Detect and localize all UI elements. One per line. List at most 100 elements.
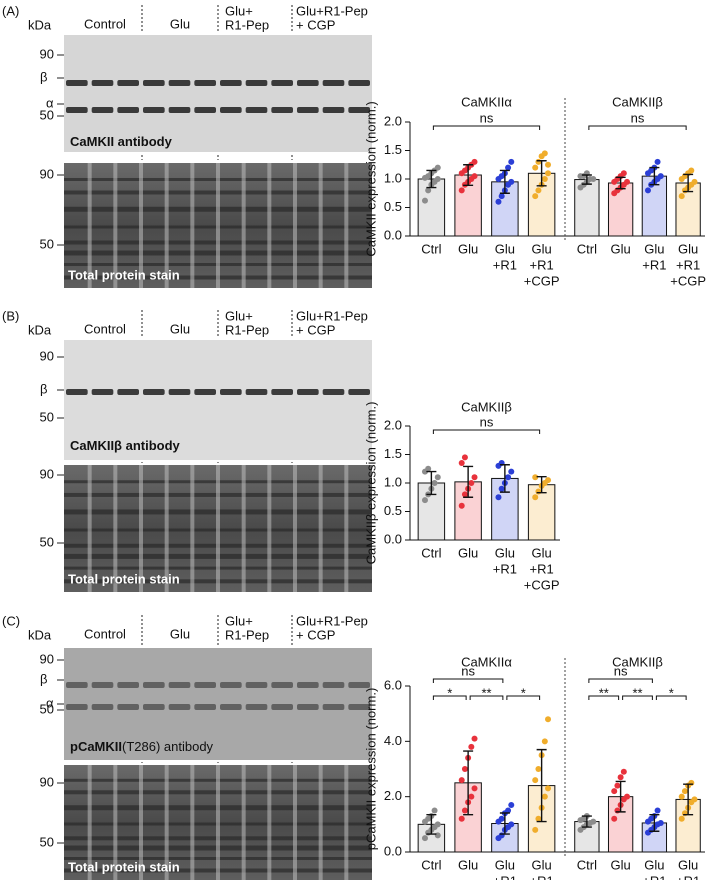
- sig-label: **: [632, 685, 642, 700]
- blot-band: [168, 80, 191, 86]
- stain-label: Total protein stain: [68, 267, 180, 282]
- data-point: [614, 782, 621, 789]
- error-bar: [615, 780, 626, 813]
- lane-gap: [344, 163, 349, 288]
- sig-label: **: [599, 685, 609, 700]
- x-tick-label: +R1: [676, 257, 700, 272]
- data-point: [624, 793, 631, 800]
- blot-upper: [64, 648, 372, 760]
- data-point: [498, 832, 505, 839]
- panel-label: (B): [2, 308, 19, 323]
- data-point: [535, 158, 542, 165]
- blot-band: [168, 389, 191, 395]
- lane-gap: [318, 765, 323, 880]
- data-point: [425, 187, 432, 194]
- lane-header: R1-Pep: [225, 17, 269, 32]
- kda-label: kDa: [28, 322, 52, 337]
- blot-band: [297, 107, 319, 113]
- x-tick-label: Glu: [678, 241, 698, 256]
- lane-gap: [87, 465, 92, 592]
- blot-band: [322, 389, 345, 395]
- lane-header: Glu: [170, 16, 190, 31]
- blot-band: [220, 682, 242, 688]
- lane-header: Control: [84, 626, 126, 641]
- lane-gap: [190, 765, 195, 880]
- lane-gap: [113, 765, 118, 880]
- blot-band: [91, 704, 114, 710]
- lane-header: Glu+R1-Pep: [296, 3, 368, 18]
- sig-bracket: [432, 678, 504, 683]
- error-bar: [536, 476, 547, 494]
- data-point: [532, 193, 539, 200]
- data-point: [461, 766, 468, 772]
- x-tick-label: Ctrl: [577, 857, 597, 872]
- data-point: [505, 807, 512, 814]
- blot-band: [194, 107, 216, 113]
- error-bar: [426, 470, 437, 496]
- y-tick-label: 2.0: [384, 788, 402, 803]
- blot-band: [322, 682, 345, 688]
- error-bar: [683, 783, 694, 816]
- blot-band: [143, 704, 165, 710]
- x-tick-label: Glu: [495, 857, 515, 872]
- group-title: CaMKIIβ: [612, 654, 663, 669]
- blot-band: [91, 80, 114, 86]
- blot-band: [322, 80, 345, 86]
- x-tick-label: Glu: [611, 241, 631, 256]
- blot-band: [194, 389, 216, 395]
- data-point: [471, 173, 478, 180]
- x-tick-label: Glu: [532, 545, 552, 560]
- x-tick-label: +CGP: [670, 273, 706, 288]
- antibody-text: CaMKIIβ antibody: [70, 438, 181, 453]
- blot-band: [245, 389, 268, 395]
- blot-band: [66, 704, 88, 710]
- data-point: [421, 835, 428, 842]
- data-point: [545, 785, 552, 792]
- y-tick-label: 0.0: [384, 531, 402, 546]
- data-point: [535, 766, 542, 772]
- x-tick-label: +R1: [530, 257, 554, 272]
- data-point: [498, 485, 505, 492]
- mw-marker: 50: [40, 236, 54, 251]
- y-tick-label: 2.0: [384, 417, 402, 432]
- blot-band: [348, 107, 370, 113]
- data-point: [541, 793, 548, 800]
- blot-band: [194, 704, 216, 710]
- data-point: [678, 815, 685, 822]
- lane-gap: [267, 465, 272, 592]
- x-tick-label: +R1: [642, 257, 666, 272]
- lane-header: Glu: [170, 626, 190, 641]
- lane-gap: [241, 465, 246, 592]
- x-tick-label: Ctrl: [421, 241, 441, 256]
- blot-band: [297, 682, 319, 688]
- mw-marker: 90: [40, 651, 54, 666]
- lane-gap: [318, 163, 323, 288]
- y-axis-label: pCaMKII expression (norm.): [363, 688, 378, 851]
- lane-gap: [293, 163, 297, 288]
- lane-gap: [87, 163, 92, 288]
- lane-header: Control: [84, 321, 126, 336]
- blot-band: [117, 80, 139, 86]
- error-bar: [649, 813, 660, 832]
- data-point: [498, 193, 505, 200]
- lane-header: + CGP: [296, 322, 335, 337]
- blot-band: [66, 107, 88, 113]
- blot-band: [194, 80, 216, 86]
- blot-band: [348, 704, 370, 710]
- error-bar: [581, 815, 592, 828]
- mw-marker: β: [40, 381, 47, 396]
- x-tick-label: +R1: [530, 873, 554, 880]
- lane-header: Glu+: [225, 308, 253, 323]
- lane-gap: [164, 765, 169, 880]
- lane-gap: [190, 163, 195, 288]
- error-bar: [536, 748, 547, 823]
- data-point: [461, 491, 468, 498]
- x-tick-label: +CGP: [524, 273, 560, 288]
- antibody-text: (T286) antibody: [122, 739, 214, 754]
- y-axis-label: CaMKIIβ expression (norm.): [363, 402, 378, 565]
- sig-bracket: [655, 695, 687, 700]
- mw-marker: 50: [40, 534, 54, 549]
- bar: [607, 182, 634, 237]
- data-point: [620, 768, 627, 775]
- blot-band: [168, 682, 191, 688]
